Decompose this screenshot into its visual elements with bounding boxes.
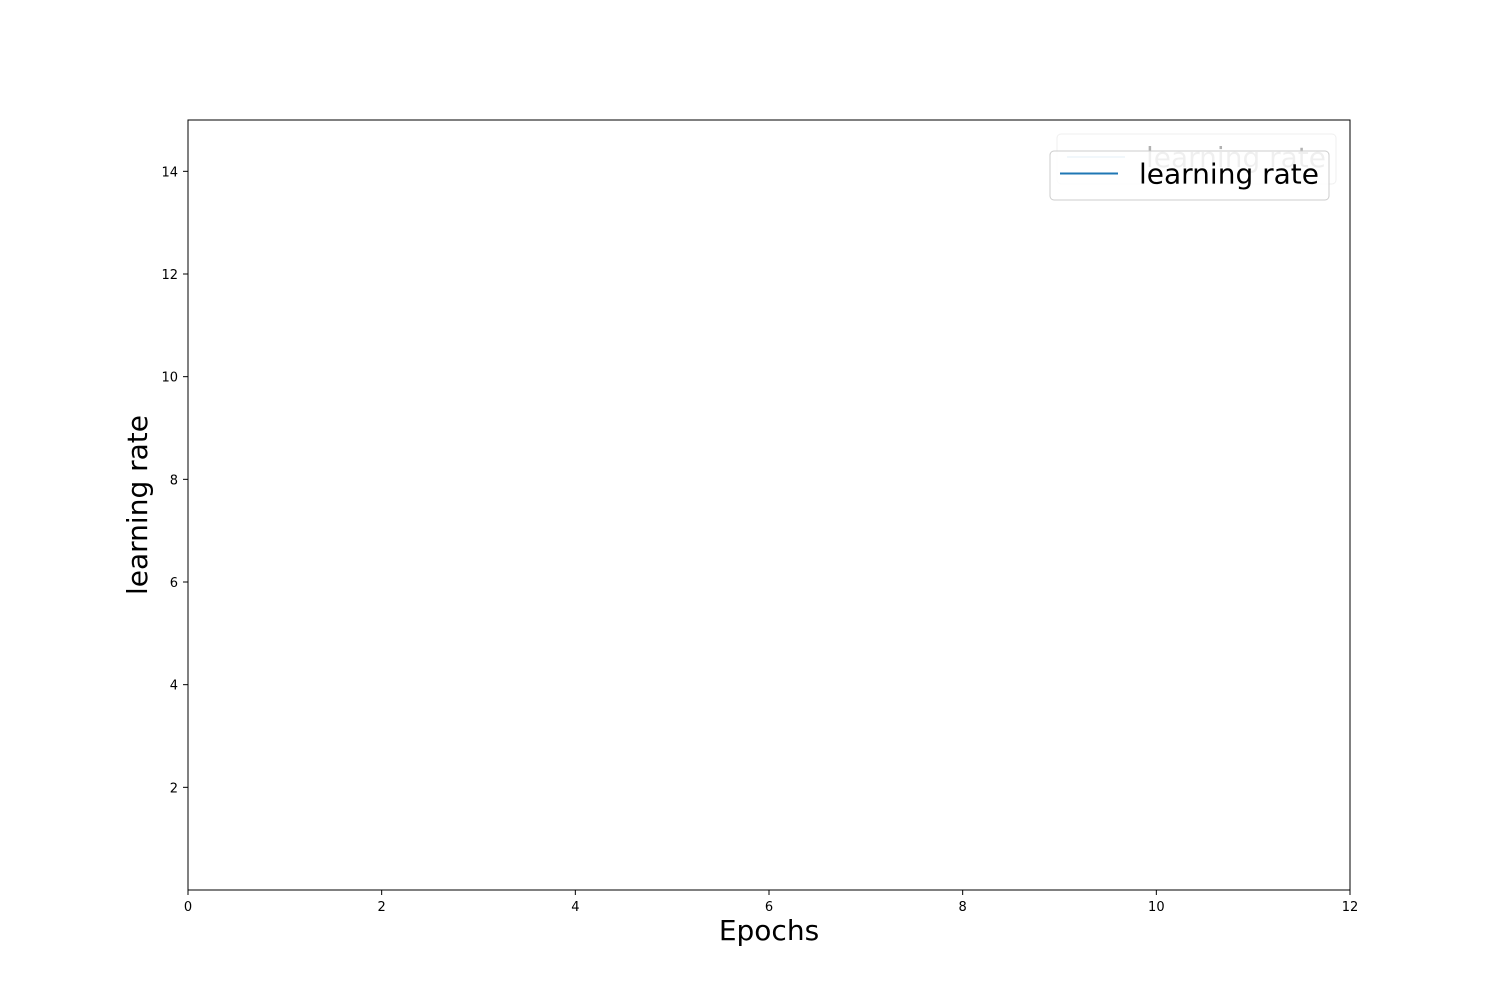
legend-frame — [1049, 150, 1330, 201]
y-axis-ticks: 2 4 6 8 10 12 14 — [161, 165, 188, 796]
legend-label: learning rate — [1139, 158, 1319, 191]
y-tick-label: 10 — [161, 371, 178, 386]
x-tick-label: 0 — [184, 900, 192, 915]
x-tick-label: 6 — [765, 900, 773, 915]
y-tick-label: 14 — [161, 165, 178, 180]
x-tick-label: 8 — [959, 900, 967, 915]
x-tick-label: 12 — [1342, 900, 1359, 915]
y-axis-label: learning rate — [121, 415, 154, 595]
x-tick-label: 2 — [378, 900, 386, 915]
y-tick-label: 8 — [170, 473, 178, 488]
y-tick-label: 6 — [170, 576, 178, 591]
y-tick-label: 2 — [170, 781, 178, 796]
y-tick-label: 4 — [170, 679, 178, 694]
legend-box: learning rate — [1049, 150, 1330, 201]
x-tick-label: 4 — [571, 900, 579, 915]
y-tick-label: 12 — [161, 268, 178, 283]
x-tick-label: 10 — [1148, 900, 1165, 915]
x-axis-label: Epochs — [719, 914, 819, 947]
x-axis-ticks: 0 2 4 6 8 10 12 — [184, 890, 1358, 915]
